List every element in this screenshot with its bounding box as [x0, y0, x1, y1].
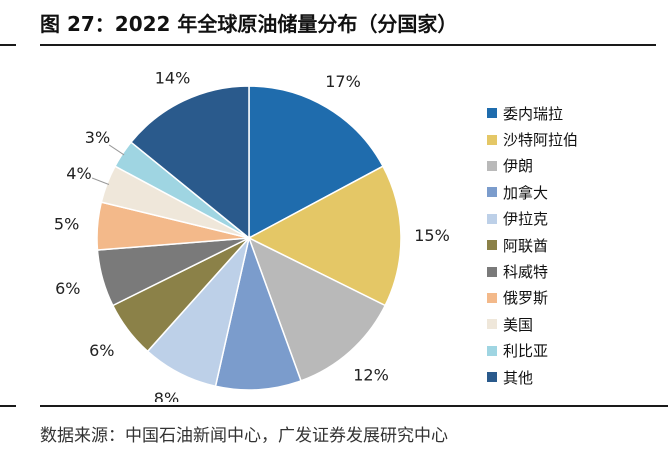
slice-data-label: 4%	[66, 164, 91, 183]
legend-swatch	[487, 240, 497, 251]
legend-label: 美国	[503, 315, 534, 334]
pie-slice	[129, 85, 250, 240]
legend-swatch	[487, 266, 497, 277]
source-note: 数据来源：中国石油新闻中心，广发证券发展研究中心	[40, 426, 448, 446]
pie-slice	[214, 235, 302, 391]
slice-data-label: 14%	[155, 68, 191, 87]
pie-slice	[247, 236, 387, 382]
top-rule-mark	[0, 44, 16, 46]
legend-swatch	[487, 160, 497, 171]
legend-item: 科威特	[487, 258, 578, 284]
slice-data-label: 8%	[154, 389, 179, 402]
legend-label: 加拿大	[503, 183, 549, 202]
legend-item: 俄罗斯	[487, 285, 578, 311]
slice-data-label: 3%	[85, 128, 110, 147]
legend-swatch	[487, 319, 497, 330]
legend-label: 沙特阿拉伯	[503, 131, 579, 150]
slice-data-label: 17%	[325, 72, 361, 91]
legend-label: 阿联酋	[503, 236, 549, 255]
legend-label: 利比亚	[503, 342, 549, 361]
legend-swatch	[487, 108, 497, 119]
legend-item: 伊拉克	[487, 206, 578, 232]
pie-slice	[247, 165, 402, 307]
bottom-rule-mark-right	[620, 405, 668, 407]
legend-item: 利比亚	[487, 338, 578, 364]
legend-item: 委内瑞拉	[487, 100, 578, 126]
figure-title: 图 27：2022 年全球原油储量分布（分国家）	[40, 12, 458, 36]
legend-label: 科威特	[503, 263, 549, 282]
slice-data-label: 5%	[54, 215, 79, 234]
legend-swatch	[487, 372, 497, 383]
legend-item: 伊朗	[487, 153, 578, 179]
legend-label: 伊拉克	[503, 210, 549, 229]
pie-slice	[248, 85, 384, 240]
pie-chart: 17%15%12%9%8%6%6%5%4%3%14%	[54, 68, 450, 402]
slice-data-label: 15%	[414, 226, 450, 245]
legend-item: 其他	[487, 364, 578, 390]
slice-data-label: 6%	[89, 341, 114, 360]
legend-swatch	[487, 345, 497, 356]
chart-legend: 委内瑞拉沙特阿拉伯伊朗加拿大伊拉克阿联酋科威特俄罗斯美国利比亚其他	[487, 100, 578, 390]
legend-item: 沙特阿拉伯	[487, 126, 578, 152]
leader-line	[91, 177, 110, 185]
legend-label: 俄罗斯	[503, 289, 549, 308]
legend-item: 阿联酋	[487, 232, 578, 258]
bottom-rule	[40, 405, 656, 407]
legend-label: 其他	[503, 368, 534, 387]
legend-swatch	[487, 292, 497, 303]
legend-swatch	[487, 187, 497, 198]
legend-swatch	[487, 134, 497, 145]
top-rule	[40, 44, 656, 46]
legend-label: 伊朗	[503, 157, 534, 176]
slice-data-label: 6%	[55, 279, 80, 298]
legend-swatch	[487, 213, 497, 224]
bottom-rule-mark	[0, 405, 16, 407]
legend-item: 加拿大	[487, 179, 578, 205]
legend-item: 美国	[487, 311, 578, 337]
legend-label: 委内瑞拉	[503, 104, 564, 123]
leader-line	[108, 144, 125, 156]
slice-data-label: 12%	[353, 365, 389, 384]
